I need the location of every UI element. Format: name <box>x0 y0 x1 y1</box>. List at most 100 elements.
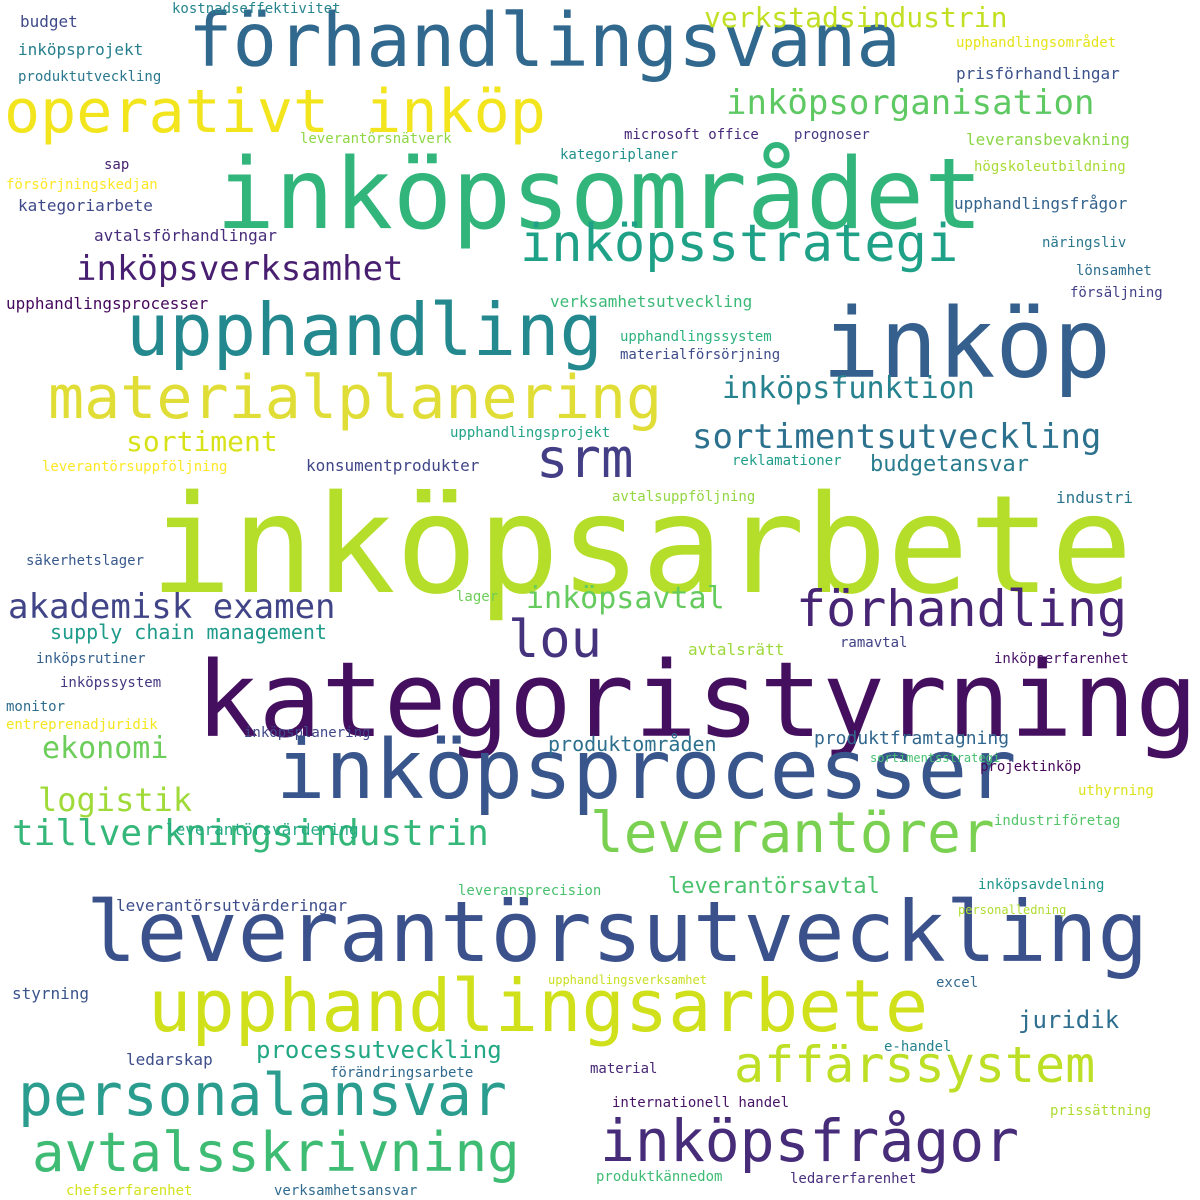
word-leverantorsutveckling: leverantörsutveckling <box>86 883 1149 981</box>
word-juridik: juridik <box>1018 1006 1120 1034</box>
word-verkstadsindustrin: verkstadsindustrin <box>704 1 1008 34</box>
word-upphandlingsverksamhet: upphandlingsverksamhet <box>548 973 707 987</box>
word-ledarskap: ledarskap <box>126 1050 213 1069</box>
word-sortimentsutveckling: sortimentsutveckling <box>692 417 1102 457</box>
word-inkopserfarenhet: inköpserfarenhet <box>994 651 1129 667</box>
word-sortimentsstrategi: sortimentsstrategi <box>870 751 1001 765</box>
word-avtalsskrivning: avtalsskrivning <box>32 1121 520 1184</box>
word-upphandlingssystem: upphandlingssystem <box>620 329 772 345</box>
word-produktutveckling: produktutveckling <box>18 69 162 85</box>
word-inkopssystem: inköpssystem <box>60 675 162 691</box>
word-inkopsorganisation: inköpsorganisation <box>726 83 1095 123</box>
word-upphandlingsarbete: upphandlingsarbete <box>148 964 929 1048</box>
word-industriforetag: industriföretag <box>994 813 1121 829</box>
word-lager: lager <box>456 589 499 605</box>
word-inkopsplanering: inköpsplanering <box>244 725 371 741</box>
word-excel: excel <box>936 975 979 991</box>
word-kategoriplaner: kategoriplaner <box>560 147 679 163</box>
word-uthyrning: uthyrning <box>1078 783 1154 799</box>
word-hogskoleutbildning: högskoleutbildning <box>974 159 1126 175</box>
word-materialplanering: materialplanering <box>48 363 663 433</box>
word-avtalsforhandlingar: avtalsförhandlingar <box>94 226 278 245</box>
word-personalledning: personalledning <box>958 903 1067 917</box>
word-leverantorsnatverk: leverantörsnätverk <box>300 131 452 147</box>
word-upphandlingsomradet: upphandlingsområdet <box>956 35 1117 51</box>
word-projektinkop: projektinköp <box>980 759 1082 775</box>
word-inkopsverksamhet: inköpsverksamhet <box>76 249 404 289</box>
word-upphandlingsprocesser: upphandlingsprocesser <box>6 294 209 313</box>
word-forhandling: förhandling <box>796 580 1128 638</box>
word-forhandlingsvana: förhandlingsvana <box>188 0 901 84</box>
word-kategoriarbete: kategoriarbete <box>18 196 153 215</box>
word-budgetansvar: budgetansvar <box>870 452 1029 477</box>
word-kategoristyrning: kategoristyrning <box>196 639 1198 761</box>
word-personalansvar: personalansvar <box>18 1061 507 1129</box>
word-verksamhetsutveckling: verksamhetsutveckling <box>550 292 753 311</box>
word-inkopsstrategi: inköpsstrategi <box>520 214 959 274</box>
word-sortiment: sortiment <box>126 425 278 458</box>
word-prisforhandlingar: prisförhandlingar <box>956 64 1120 83</box>
word-materialforsorjning: materialförsörjning <box>620 347 781 363</box>
word-inkopsrutiner: inköpsrutiner <box>36 651 146 667</box>
word-avtalsratt: avtalsrätt <box>688 640 785 659</box>
word-inkopsfunktion: inköpsfunktion <box>722 371 975 406</box>
word-inkopsavtal: inköpsavtal <box>526 581 725 616</box>
word-affarssystem: affärssystem <box>734 1036 1096 1094</box>
word-lonsamhet: lönsamhet <box>1076 263 1152 279</box>
word-inkop: inköp <box>822 288 1111 400</box>
word-leverantorsavtal: leverantörsavtal <box>668 874 880 899</box>
word-ekonomi: ekonomi <box>42 731 169 766</box>
word-leveransprecision: leveransprecision <box>458 883 602 899</box>
word-verksamhetsansvar: verksamhetsansvar <box>274 1183 418 1199</box>
word-material: material <box>590 1061 658 1077</box>
word-produktframtagning: produktframtagning <box>814 728 1010 749</box>
word-inkopsprojekt: inköpsprojekt <box>18 40 144 59</box>
word-inkopsfragor: inköpsfrågor <box>600 1107 1020 1175</box>
word-leverantorsuppfoljning: leverantörsuppföljning <box>42 459 228 475</box>
word-leverantorsutvarderingar: leverantörsutvärderingar <box>116 896 348 915</box>
word-ledarerfarenhet: ledarerfarenhet <box>790 1171 917 1187</box>
word-ramavtal: ramavtal <box>840 635 908 651</box>
word-produktkannedom: produktkännedom <box>596 1169 723 1185</box>
word-forsaljning: försäljning <box>1070 285 1163 301</box>
word-inkopsavdelning: inköpsavdelning <box>978 877 1105 893</box>
word-upphandlingsfragor: upphandlingsfrågor <box>954 194 1128 213</box>
word-upphandlingsprojekt: upphandlingsprojekt <box>450 425 611 441</box>
word-monitor: monitor <box>6 699 66 715</box>
word-kostnadseffektivitet: kostnadseffektivitet <box>172 1 341 17</box>
word-styrning: styrning <box>12 984 90 1003</box>
word-prognoser: prognoser <box>794 127 870 143</box>
word-akademisk-examen: akademisk examen <box>8 587 336 627</box>
word-lou: lou <box>508 610 602 670</box>
word-inkopsprocesser: inköpsprocesser <box>276 723 1017 818</box>
word-sakerhetslager: säkerhetslager <box>26 553 145 569</box>
word-produktomraden: produktområden <box>548 732 717 756</box>
word-naringsliv: näringsliv <box>1042 235 1127 251</box>
word-forandringsarbete: förändringsarbete <box>330 1065 474 1081</box>
word-sap: sap <box>104 157 130 173</box>
word-budget: budget <box>20 12 78 31</box>
word-e-handel: e-handel <box>884 1039 952 1055</box>
word-leverantorsvardering: leverantörsvärdering <box>166 820 359 839</box>
word-internationell-handel: internationell handel <box>612 1095 790 1111</box>
word-leveransbevakning: leveransbevakning <box>966 130 1130 149</box>
word-leverantorer: leverantörer <box>590 801 995 866</box>
word-upphandling: upphandling <box>126 288 603 372</box>
word-entreprenadjuridik: entreprenadjuridik <box>6 717 158 733</box>
word-processutveckling: processutveckling <box>256 1036 502 1064</box>
word-supply-chain-management: supply chain management <box>50 620 327 644</box>
word-inkopsomradet: inköpsområdet <box>216 138 984 252</box>
word-avtalsuppfoljning: avtalsuppföljning <box>612 489 756 505</box>
word-forsorjningskedjan: försörjningskedjan <box>6 177 158 193</box>
word-operativt-inkop: operativt inköp <box>4 77 546 147</box>
word-tillverkningsindustrin: tillverkningsindustrin <box>12 813 489 854</box>
word-logistik: logistik <box>38 781 193 819</box>
word-prissattning: prissättning <box>1050 1103 1152 1119</box>
word-reklamationer: reklamationer <box>732 453 842 469</box>
word-microsoft-office: microsoft office <box>624 127 759 143</box>
word-inkopsarbete: inköpsarbete <box>150 467 1133 625</box>
word-konsumentprodukter: konsumentprodukter <box>306 456 480 475</box>
word-srm: srm <box>536 427 634 490</box>
word-industri: industri <box>1056 488 1134 507</box>
